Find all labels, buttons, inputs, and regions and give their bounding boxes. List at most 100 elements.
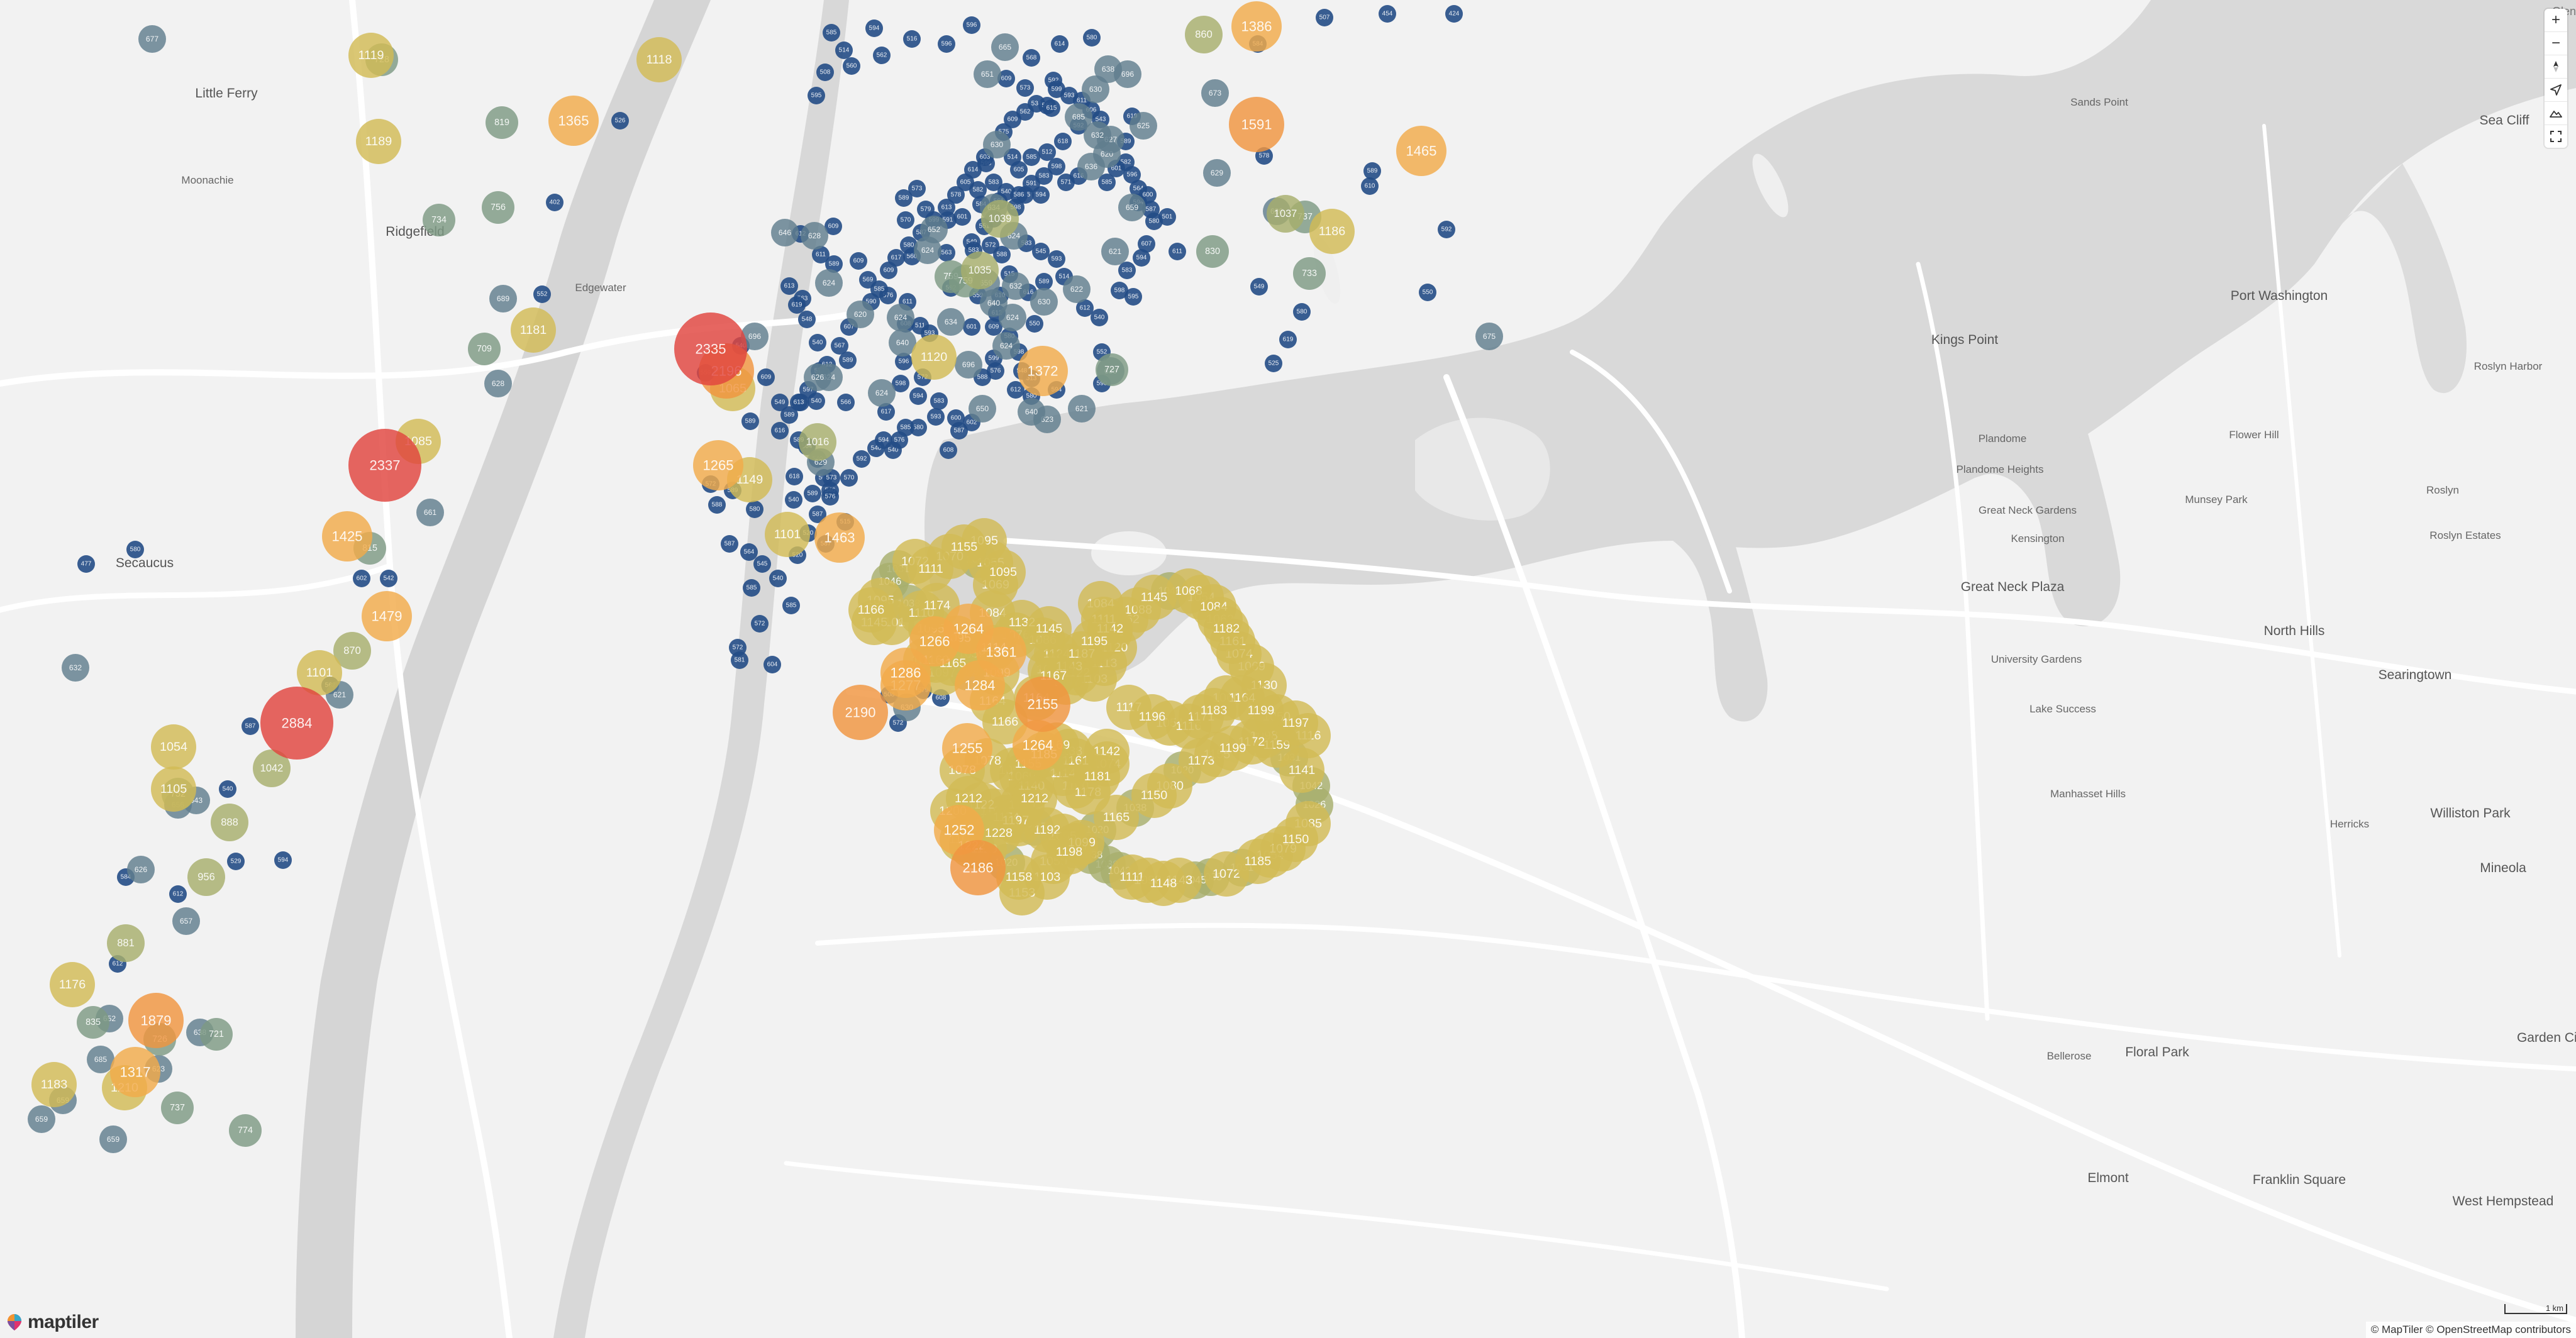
cluster-circle[interactable] [870,280,888,298]
cluster-marker[interactable]: 583 [930,392,948,410]
cluster-marker[interactable]: 665 [991,33,1019,61]
cluster-circle[interactable] [333,632,371,670]
cluster-circle[interactable] [356,119,401,164]
cluster-circle[interactable] [963,16,980,34]
cluster-circle[interactable] [927,408,945,426]
cluster-circle[interactable] [107,924,145,962]
cluster-marker[interactable]: 1199 [1210,726,1255,771]
cluster-circle[interactable] [486,106,518,139]
cluster-marker[interactable]: 1155 [941,524,987,570]
cluster-marker[interactable]: 632 [1002,272,1030,300]
cluster-marker[interactable]: 594 [865,19,883,37]
cluster-marker[interactable]: 626 [804,363,831,391]
cluster-marker[interactable]: 564 [740,543,758,561]
cluster-marker[interactable]: 621 [1068,395,1096,423]
cluster-circle[interactable] [847,301,874,328]
cluster-circle[interactable] [821,488,839,506]
cluster-circle[interactable] [253,749,291,787]
cluster-marker[interactable]: 696 [741,323,769,350]
cluster-marker[interactable]: 540 [1091,309,1108,326]
cluster-circle[interactable] [816,64,834,81]
cluster-circle[interactable] [1035,273,1053,290]
cluster-circle[interactable] [937,308,965,336]
cluster-marker[interactable]: 622 [1063,275,1091,303]
cluster-marker[interactable]: 600 [1139,186,1157,204]
cluster-marker[interactable]: 589 [895,189,913,207]
cluster-circle[interactable] [825,255,843,273]
cluster-marker[interactable]: 589 [780,406,798,424]
cluster-marker[interactable]: 675 [1475,323,1503,350]
cluster-circle[interactable] [741,412,759,430]
cluster-circle[interactable] [1023,49,1040,67]
cluster-marker[interactable]: 733 [1293,257,1326,290]
cluster-marker[interactable]: 608 [940,441,957,459]
cluster-circle[interactable] [991,33,1019,61]
cluster-marker[interactable]: 594 [909,387,927,405]
cluster-circle[interactable] [611,112,629,130]
cluster-circle[interactable] [751,615,769,633]
cluster-marker[interactable]: 1054 [151,724,196,770]
cluster-marker[interactable]: 529 [227,853,245,870]
cluster-circle[interactable] [708,496,726,514]
cluster-marker[interactable]: 630 [983,131,1011,158]
cluster-marker[interactable]: 956 [187,858,225,896]
cluster-circle[interactable] [533,285,551,303]
cluster-circle[interactable] [940,441,957,459]
cluster-marker[interactable]: 585 [782,597,800,614]
cluster-circle[interactable] [1018,346,1068,396]
cluster-marker[interactable]: 598 [892,375,909,392]
cluster-circle[interactable] [1063,275,1091,303]
cluster-circle[interactable] [1026,606,1072,651]
cluster-marker[interactable]: 580 [1083,29,1101,47]
cluster-marker[interactable]: 545 [1032,243,1050,260]
cluster-circle[interactable] [546,194,564,211]
cluster-circle[interactable] [297,650,342,695]
cluster-marker[interactable]: 628 [801,222,828,250]
cluster-circle[interactable] [1201,79,1229,107]
cluster-marker[interactable]: 595 [1124,288,1142,306]
cluster-marker[interactable]: 1265 [693,440,743,490]
cluster-circle[interactable] [77,555,95,573]
cluster-marker[interactable]: 612 [169,885,187,903]
cluster-marker[interactable]: 540 [785,491,802,509]
cluster-marker[interactable]: 632 [1084,121,1111,149]
cluster-circle[interactable] [161,1092,194,1124]
cluster-marker[interactable]: 626 [127,856,155,883]
cluster-marker[interactable]: 594 [1133,249,1150,267]
cluster-circle[interactable] [1054,133,1072,150]
cluster-marker[interactable]: 614 [1051,35,1069,53]
cluster-circle[interactable] [993,246,1011,263]
cluster-circle[interactable] [887,304,914,331]
cluster-circle[interactable] [1082,75,1109,103]
cluster-marker[interactable]: 581 [731,651,748,669]
cluster-circle[interactable] [1475,323,1503,350]
cluster-circle[interactable] [1010,161,1028,179]
cluster-circle[interactable] [731,651,748,669]
cluster-circle[interactable] [260,687,333,760]
cluster-circle[interactable] [31,1062,77,1107]
cluster-marker[interactable]: 696 [955,351,982,379]
cluster-marker[interactable]: 594 [875,431,892,449]
cluster-marker[interactable]: 2884 [260,687,333,760]
cluster-circle[interactable] [786,468,803,485]
cluster-circle[interactable] [824,218,842,235]
cluster-marker[interactable]: 570 [840,469,858,487]
cluster-circle[interactable] [868,379,896,407]
cluster-marker[interactable]: 618 [786,468,803,485]
cluster-circle[interactable] [229,1114,262,1147]
cluster-marker[interactable]: 1150 [1273,817,1318,862]
cluster-marker[interactable]: 1039 [981,200,1019,238]
cluster-marker[interactable]: 514 [835,41,853,59]
cluster-circle[interactable] [833,685,888,740]
cluster-circle[interactable] [843,57,860,75]
cluster-circle[interactable] [1445,5,1463,23]
cluster-circle[interactable] [1138,235,1155,253]
cluster-circle[interactable] [1118,262,1136,279]
cluster-circle[interactable] [976,627,1026,677]
cluster-marker[interactable]: 1158 [996,854,1041,900]
cluster-circle[interactable] [887,249,905,267]
cluster-circle[interactable] [1273,817,1318,862]
cluster-marker[interactable]: 2335 [674,312,747,385]
cluster-circle[interactable] [1048,158,1065,175]
cluster-marker[interactable]: 1198 [1046,829,1092,875]
